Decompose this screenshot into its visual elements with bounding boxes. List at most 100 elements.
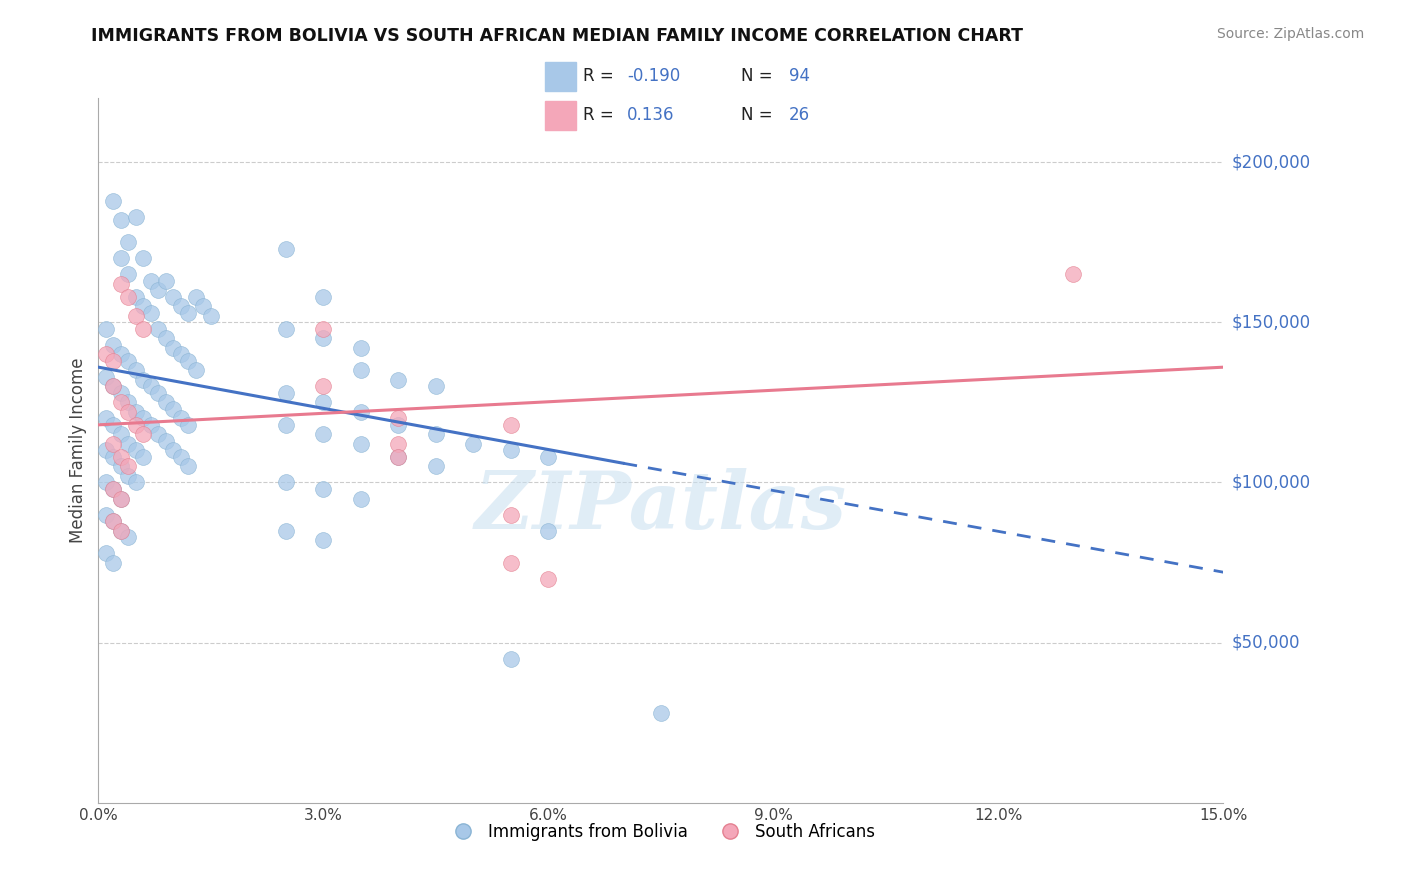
Point [139,417,162,432]
Point [350,363,373,377]
Point [499,443,522,458]
Point [155,395,177,409]
Point [132,427,155,442]
Point [425,427,447,442]
Point [110,491,132,506]
Point [650,706,672,720]
Point [155,274,177,288]
Point [94,508,117,522]
Text: $200,000: $200,000 [1232,153,1310,171]
Bar [544,101,575,130]
Point [312,482,335,496]
Point [499,508,522,522]
Point [110,427,132,442]
Point [117,469,139,483]
Text: R =: R = [582,106,624,124]
Point [184,363,207,377]
Point [162,401,184,416]
Point [312,427,335,442]
Point [387,411,409,425]
Point [387,437,409,451]
Point [537,450,560,464]
Text: 26: 26 [789,106,810,124]
Bar [544,62,575,91]
Text: N =: N = [741,106,778,124]
Text: R =: R = [582,68,619,86]
Point [103,417,125,432]
Point [537,572,560,586]
Point [117,235,139,250]
Point [110,459,132,474]
Point [117,459,139,474]
Point [139,274,162,288]
Point [94,443,117,458]
Point [350,491,373,506]
Point [312,322,335,336]
Point [110,491,132,506]
Point [312,533,335,548]
Point [125,417,148,432]
Point [117,290,139,304]
Point [117,405,139,419]
Text: -0.190: -0.190 [627,68,681,86]
Point [274,524,297,538]
Point [117,268,139,282]
Point [110,385,132,400]
Point [177,459,200,474]
Point [274,475,297,490]
Point [132,322,155,336]
Point [110,524,132,538]
Point [387,450,409,464]
Point [132,373,155,387]
Point [177,417,200,432]
Text: 94: 94 [789,68,810,86]
Legend: Immigrants from Bolivia, South Africans: Immigrants from Bolivia, South Africans [440,816,882,847]
Point [312,379,335,393]
Point [125,405,148,419]
Point [139,306,162,320]
Text: $100,000: $100,000 [1232,474,1310,491]
Point [184,290,207,304]
Point [94,347,117,361]
Point [125,210,148,224]
Point [117,530,139,544]
Point [1062,268,1084,282]
Point [117,353,139,368]
Text: Source: ZipAtlas.com: Source: ZipAtlas.com [1216,27,1364,41]
Point [94,369,117,384]
Point [193,299,215,313]
Point [117,395,139,409]
Point [537,524,560,538]
Point [200,309,222,323]
Point [312,395,335,409]
Point [162,443,184,458]
Point [103,379,125,393]
Point [350,437,373,451]
Point [499,651,522,665]
Point [132,252,155,266]
Point [162,290,184,304]
Text: 0.136: 0.136 [627,106,675,124]
Point [177,353,200,368]
Point [103,379,125,393]
Point [125,475,148,490]
Point [125,363,148,377]
Point [350,341,373,355]
Text: ZIPatlas: ZIPatlas [475,468,846,546]
Point [110,277,132,291]
Point [387,450,409,464]
Point [350,405,373,419]
Point [170,411,193,425]
Point [425,459,447,474]
Point [387,373,409,387]
Point [387,417,409,432]
Point [110,212,132,227]
Text: $150,000: $150,000 [1232,313,1310,331]
Point [103,194,125,208]
Point [94,475,117,490]
Text: $50,000: $50,000 [1232,633,1301,652]
Point [125,290,148,304]
Text: IMMIGRANTS FROM BOLIVIA VS SOUTH AFRICAN MEDIAN FAMILY INCOME CORRELATION CHART: IMMIGRANTS FROM BOLIVIA VS SOUTH AFRICAN… [91,27,1024,45]
Point [103,437,125,451]
Point [132,450,155,464]
